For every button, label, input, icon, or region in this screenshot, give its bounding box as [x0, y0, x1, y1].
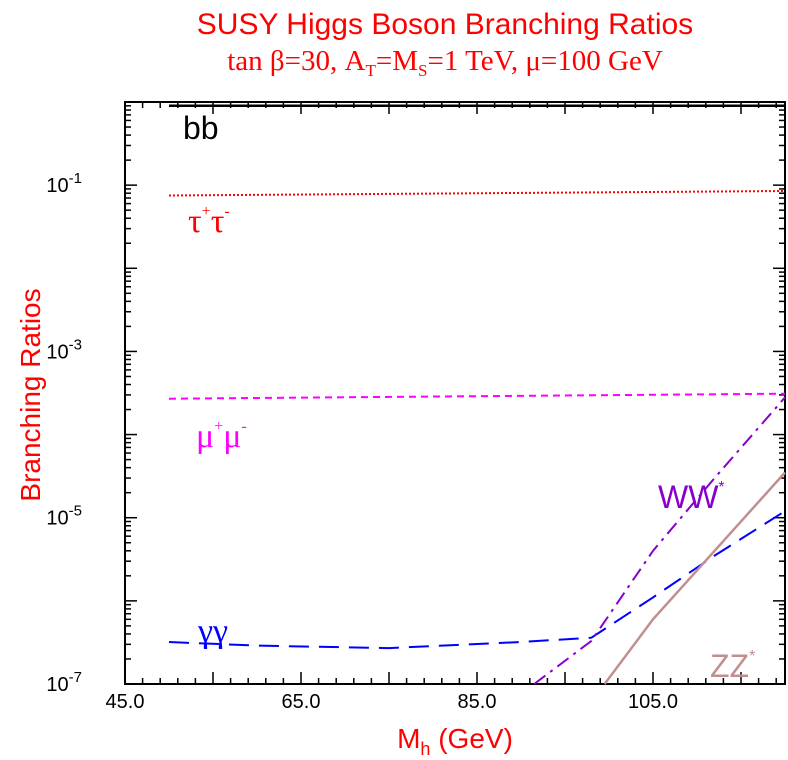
series-line-μ+μ- [168, 392, 786, 400]
x-axis-label: Mh (GeV) [397, 723, 513, 759]
series-label-γγ: γγ [197, 613, 228, 650]
plot-border [124, 101, 786, 685]
series-label-ZZ*: ZZ* [710, 648, 755, 684]
x-axis-ticks: 45.0 65.0 85.0 105.0 [106, 102, 777, 713]
series-label-τ+τ-: τ+τ- [188, 203, 230, 240]
y-axis-label: Branching Ratios [15, 288, 46, 501]
series-line-γγ [168, 510, 786, 650]
y-axis-ticks: 10-1 10-3 10-5 10-7 [46, 105, 785, 696]
plot-frame [124, 101, 786, 685]
y-tick-label: 10-7 [46, 669, 82, 696]
x-tick-label: 65.0 [282, 691, 321, 713]
y-tick-label: 10-5 [46, 503, 82, 530]
series-lines [168, 104, 786, 685]
series-label-bb: bb [183, 110, 219, 146]
series-labels: bb τ+τ-μ+μ-γγ WW* ZZ* [183, 110, 755, 684]
y-tick-label: 10-1 [46, 170, 82, 197]
y-tick-label: 10-3 [46, 336, 82, 363]
chart-subtitle: tan β=30, AT=MS=1 TeV, μ=100 GeV [227, 45, 663, 80]
series-label-WW*: WW* [658, 479, 725, 515]
x-tick-label: 45.0 [106, 691, 145, 713]
series-line-τ+τ- [168, 190, 786, 197]
series-label-μ+μ-: μ+μ- [196, 418, 247, 455]
chart-title: SUSY Higgs Boson Branching Ratios [197, 8, 693, 41]
x-tick-label: 105.0 [628, 691, 678, 713]
series-line-WW* [533, 396, 786, 685]
series-line-ZZ* [603, 471, 786, 685]
x-tick-label: 85.0 [458, 691, 497, 713]
